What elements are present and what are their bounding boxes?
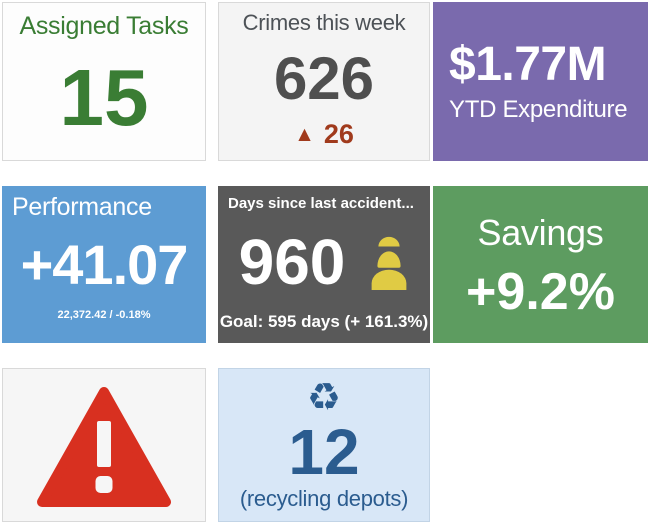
expenditure-tile: $1.77M YTD Expenditure	[433, 2, 648, 161]
warning-icon	[33, 381, 175, 509]
accident-tile: Days since last accident... 960 Goal: 59…	[218, 186, 430, 343]
alert-tile	[2, 368, 206, 522]
performance-value: +41.07	[20, 232, 189, 296]
accident-value: 960	[238, 226, 346, 298]
accident-value-block: 960	[218, 212, 430, 312]
performance-title: Performance	[12, 193, 152, 221]
up-triangle-icon: ▲	[294, 123, 315, 146]
performance-value-block: +41.07 22,372.42 / -0.18%	[2, 222, 206, 343]
crimes-value: 626	[273, 44, 375, 112]
performance-detail: 22,372.42 / -0.18%	[57, 308, 151, 321]
crimes-delta: ▲ 26	[294, 121, 354, 148]
savings-title: Savings	[477, 211, 604, 253]
accident-goal: Goal: 595 days (+ 161.3%)	[219, 312, 429, 331]
assigned-tasks-tile: Assigned Tasks 15	[2, 2, 206, 161]
recycle-icon: ♻	[306, 377, 342, 419]
recycling-value: 12	[288, 415, 360, 488]
expenditure-label: YTD Expenditure	[449, 95, 628, 123]
crimes-title: Crimes this week	[242, 10, 406, 35]
assigned-tasks-value: 15	[59, 52, 149, 142]
savings-value: +9.2%	[466, 262, 615, 321]
assigned-tasks-title: Assigned Tasks	[19, 12, 189, 40]
recycling-label: (recycling depots)	[239, 486, 409, 511]
savings-tile: Savings +9.2%	[433, 186, 648, 343]
performance-tile: Performance +41.07 22,372.42 / -0.18%	[2, 186, 206, 343]
crimes-delta-value: 26	[323, 119, 354, 149]
recycling-tile: ♻ 12 (recycling depots)	[218, 368, 430, 522]
person-icon	[369, 234, 409, 290]
expenditure-value: $1.77M	[449, 38, 607, 92]
crimes-tile: Crimes this week 626 ▲ 26	[218, 2, 430, 161]
accident-title: Days since last accident...	[228, 195, 414, 212]
